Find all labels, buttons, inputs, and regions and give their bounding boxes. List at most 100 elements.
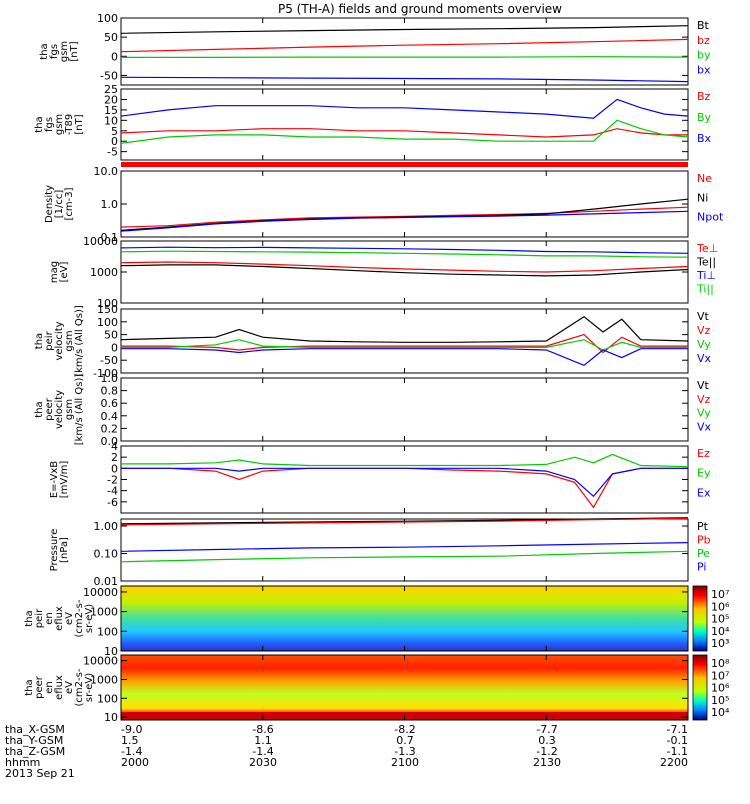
spectrogram-image [121,586,688,651]
y-axis-label: gsm [54,114,65,135]
y-axis-label: en [44,681,55,694]
legend-label: Vx [697,352,712,365]
ephemeris-value: 2200 [660,756,688,769]
y-axis-label: [cm-3] [64,187,75,220]
y-axis-label: tha [34,333,45,349]
y-tick-label: 100 [97,12,118,25]
legend-label: Vy [697,338,711,351]
y-axis-label: [nT] [74,114,85,134]
colorbar-tick-label: 10⁴ [711,625,730,638]
y-axis-label: (cm2-s- [74,668,85,706]
colorbar-tick-label: 10⁶ [711,682,730,695]
y-axis-label: [nPa] [59,537,70,563]
y-axis-label: eflux [54,606,65,631]
y-axis-label: en [44,612,55,625]
series-line-red [121,333,688,354]
legend-label: Npot [697,211,724,224]
ephemeris-value: 2130 [533,756,561,769]
legend-label: Ti⊥ [696,269,716,282]
series-line-red [120,517,689,526]
legend-label: bz [697,34,710,47]
ephemeris-table: tha_X-GSM -9.0 -8.6 -8.2 -7.7 -7.1 tha_Y-GSM 1.… [5,723,688,769]
y-tick-label: 2 [111,451,118,464]
y-axis-label: sr-eV) [84,604,95,633]
colorbar-tick-label: 10⁷ [711,669,729,682]
y-tick-label: 1000 [90,266,118,279]
ephemeris-value: 1.1 [254,734,272,747]
y-tick-label: 10000 [83,655,118,668]
series-line-red [120,128,688,138]
legend-label: Pe [697,547,710,560]
y-axis-label: [km/s (All Qs)] [74,374,85,446]
y-tick-label: 0.6 [101,397,119,410]
y-axis-label: velocity [54,390,65,429]
ephemeris-row-label: tha_X-GSM [5,723,65,736]
y-tick-label: 25 [104,83,118,96]
y-axis-label: eV [64,612,75,625]
legend-label: Te⊥ [696,242,718,255]
y-tick-label: 100 [97,297,118,310]
panel-6: 1.00.80.60.40.20.0 tha peer velocity gsm [km/… [34,372,712,448]
ephemeris-value: 2030 [249,756,277,769]
series-line-blue [121,348,688,366]
ephemeris-value: -0.1 [667,734,688,747]
figure-title: P5 (TH-A) fields and ground moments over… [278,2,562,16]
legend-label: Vt [697,379,710,392]
ephemeris-value: 0.7 [396,734,414,747]
colorbar-tick-label: 10⁴ [711,706,730,719]
series-line-green [120,550,689,563]
series-line-red [121,467,688,509]
legend-label: Ni [697,191,708,204]
y-tick-label: 20 [104,93,118,106]
date-label: 2013 Sep 21 [5,767,75,780]
y-tick-label: 100 [97,316,118,329]
series-line-black [120,25,689,34]
y-tick-label: 0 [111,341,118,354]
panel-frame [120,240,689,304]
ephemeris-value: -7.1 [667,723,688,736]
y-tick-label: -100 [93,367,118,380]
y-axis-label: [nT] [69,41,80,61]
separator-bar [121,162,688,167]
series-line-blue [120,542,689,552]
y-tick-label: 0.2 [101,422,119,435]
panel-frame [120,88,689,161]
panel-frame [120,170,689,238]
series-line-red [120,38,689,53]
spectrogram-image [121,655,688,720]
ephemeris-row-label: tha_Z-GSM [5,745,65,758]
ephemeris-value: -7.7 [536,723,557,736]
y-tick-label: 10000 [83,586,118,599]
y-axis-label: velocity [54,321,65,360]
legend-label: Vz [697,324,711,337]
legend-label: Pt [697,520,709,533]
y-axis-label: sr-eV) [84,673,95,702]
ephemeris-value: -1.4 [252,745,273,758]
y-tick-label: -4 [107,485,118,498]
y-axis-label: gsm [64,399,75,420]
series-line-black [120,517,689,525]
y-tick-label: 0.0 [101,435,119,448]
y-tick-label: 1000 [90,606,118,619]
ephemeris-value: -9.0 [121,723,142,736]
y-tick-label: 10000 [83,235,118,248]
colorbar-tick-label: 10⁵ [711,694,729,707]
y-tick-label: -2 [107,474,118,487]
panel-frame [120,377,689,442]
colorbar-tick-label: 10⁸ [711,657,730,670]
panel-frame [120,445,689,514]
legend-label: Ey [697,467,711,480]
y-axis-label: fgs [44,117,55,132]
legend-label: Vx [697,420,712,433]
series-line-blue [120,246,689,254]
y-tick-label: 0 [111,462,118,475]
legend-label: Ex [697,486,711,499]
y-tick-label: 15 [104,104,118,117]
y-tick-label: 100 [97,692,118,705]
